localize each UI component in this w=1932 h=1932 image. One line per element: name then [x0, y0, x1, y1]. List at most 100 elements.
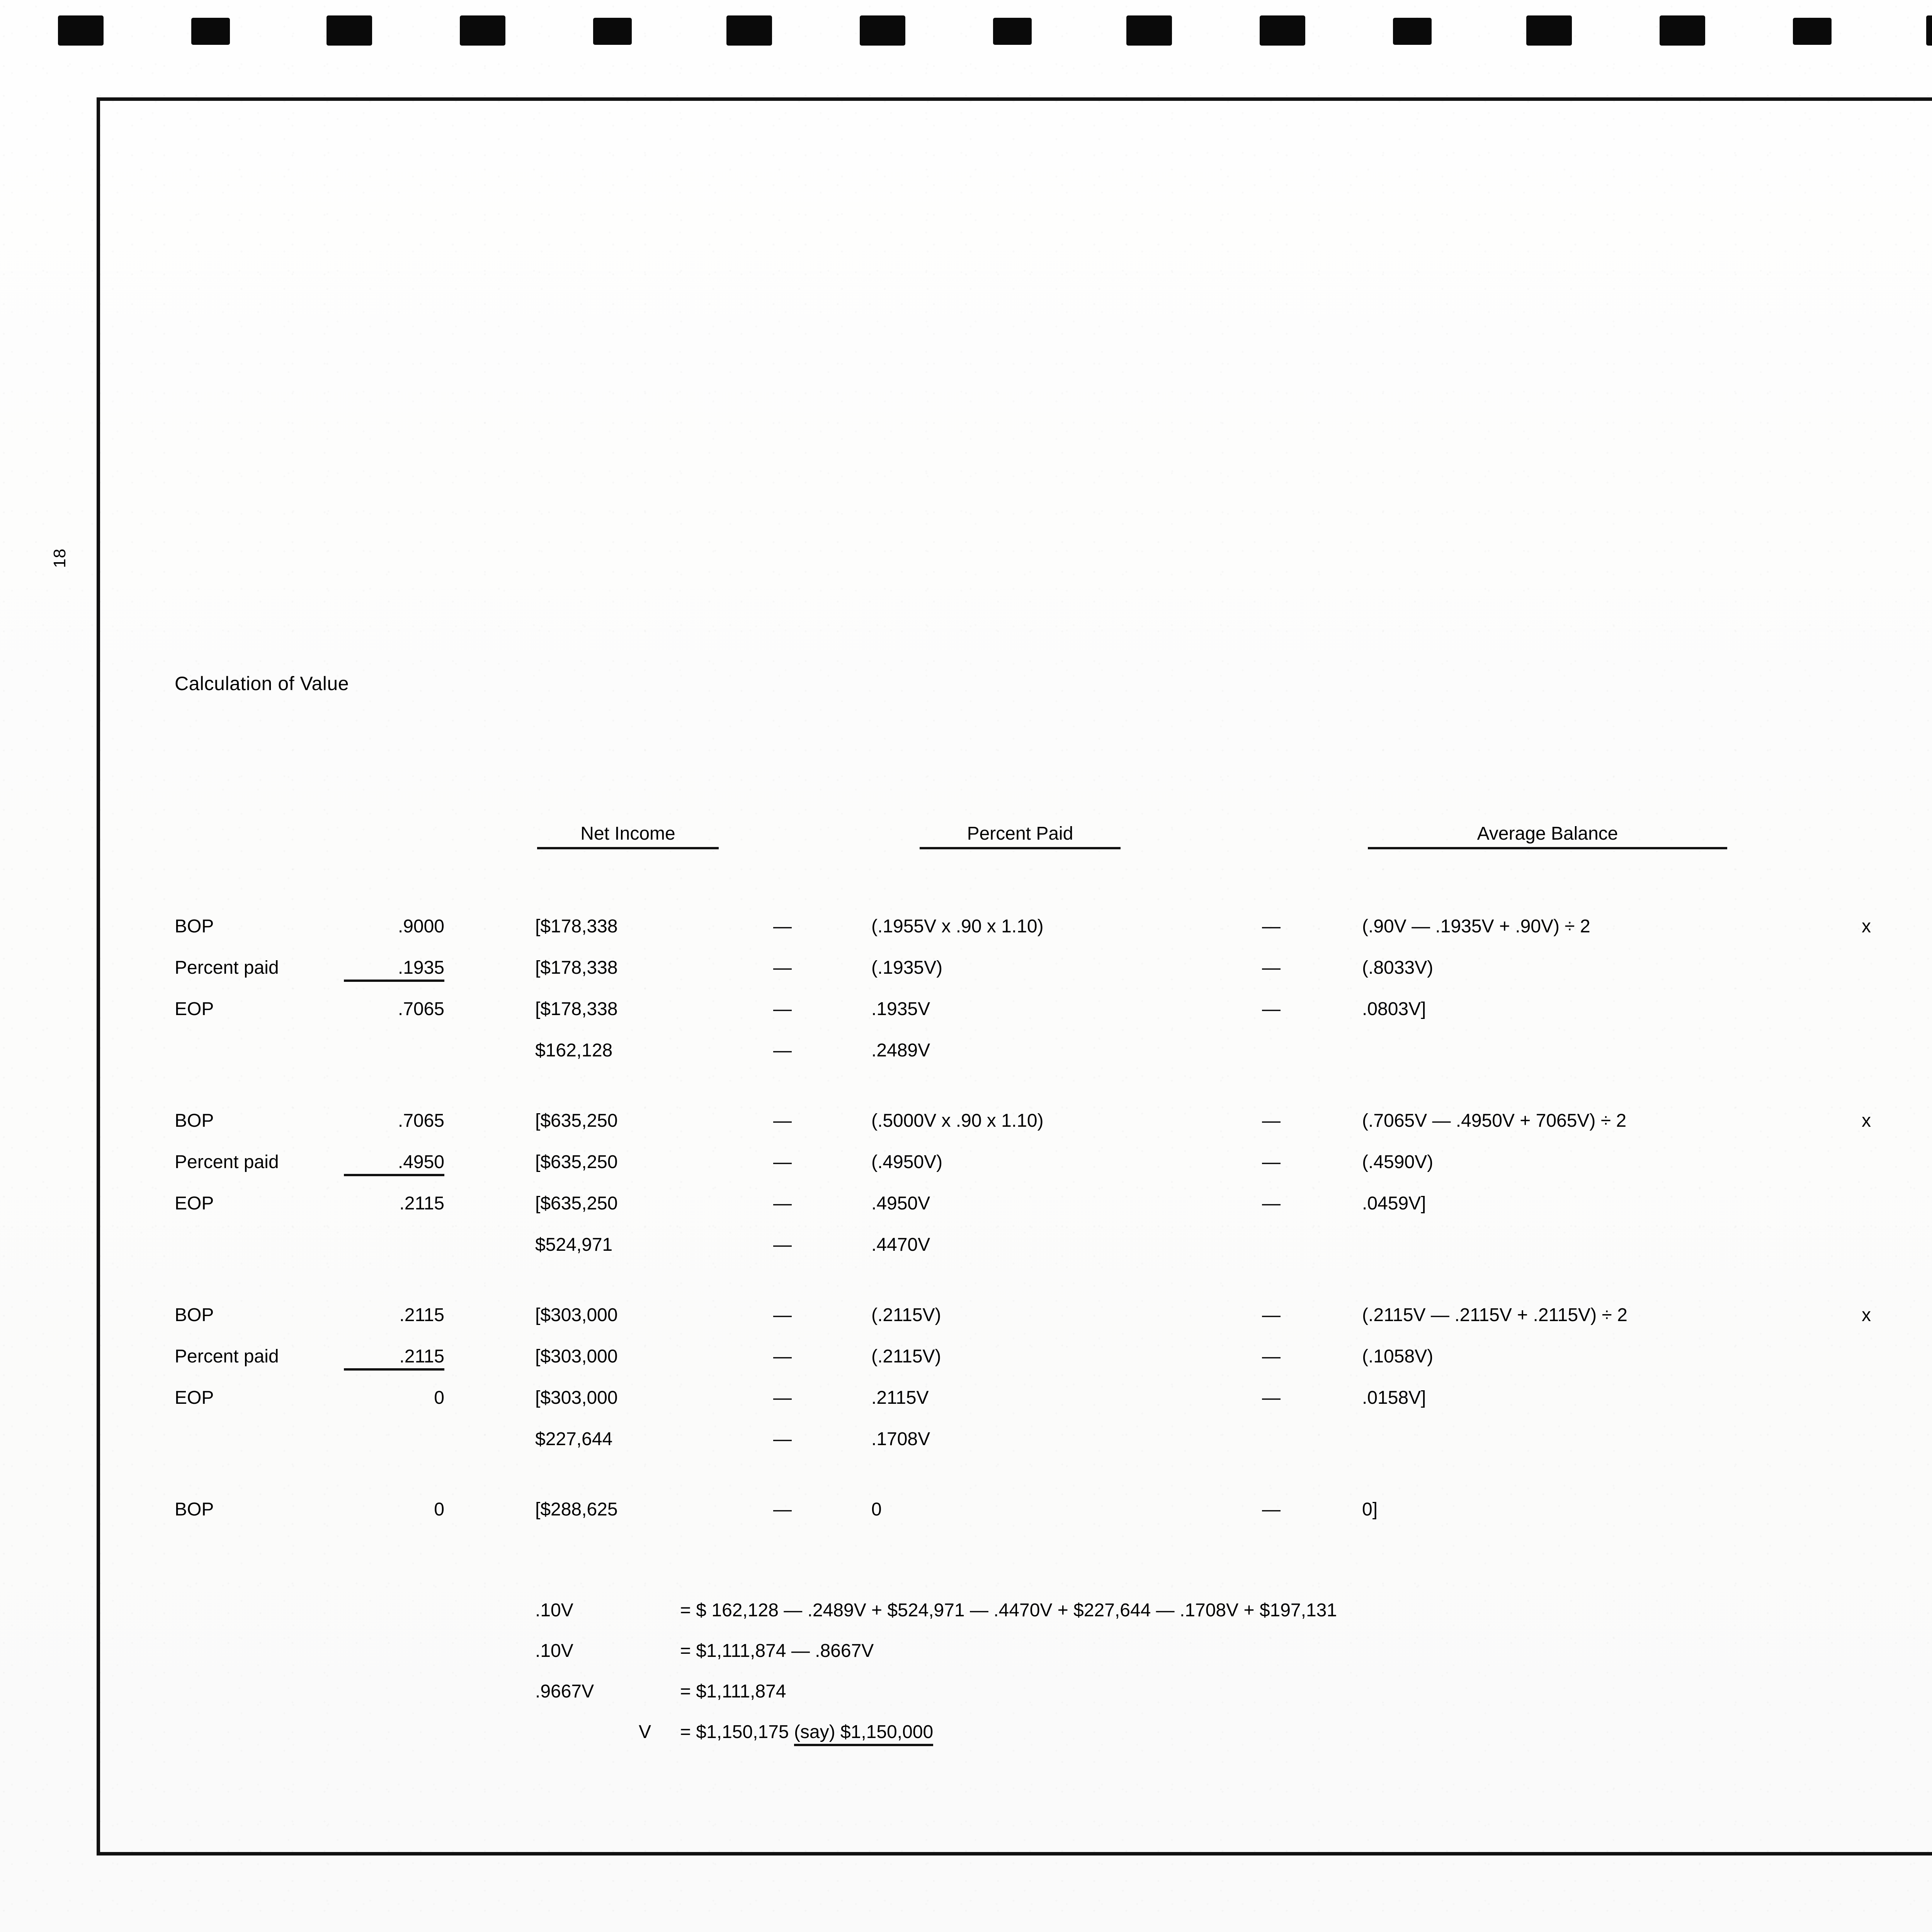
operator-times: x: [1862, 1305, 1871, 1325]
operator-times: x: [1862, 1111, 1871, 1131]
cell-net-income: $524,971: [535, 1235, 613, 1255]
document-border-bottom: [97, 1852, 1932, 1855]
column-header-average-balance: Average Balance: [1368, 823, 1727, 849]
table-row: $227,644 — .1708V: [0, 1429, 1932, 1470]
row-percent-value: .2115: [399, 1193, 444, 1214]
cell-net-income: $227,644: [535, 1429, 613, 1449]
equation-rhs: = $1,111,874: [680, 1681, 786, 1702]
cell-percent-paid: .1935V: [871, 999, 930, 1019]
row-percent-value: 0: [434, 1388, 444, 1408]
operator-minus: —: [773, 1499, 792, 1520]
table-row: Percent paid .1935 [$178,338 — (.1935V) — (.80…: [0, 957, 1932, 998]
row-period-label: BOP: [175, 916, 214, 937]
equation-rounded-value: (say) $1,150,000: [794, 1722, 934, 1746]
operator-minus: —: [1262, 1193, 1281, 1214]
operator-minus: —: [773, 999, 792, 1019]
film-tick-mark: [191, 18, 230, 45]
equation-lhs: .9667V: [535, 1681, 594, 1702]
equation-line: .10V = $1,111,874 — .8667V: [0, 1640, 1932, 1681]
document-border-left: [97, 97, 100, 1855]
operator-minus: —: [1262, 1499, 1281, 1520]
film-tick-mark: [1660, 15, 1705, 46]
film-tick-mark: [1260, 15, 1305, 46]
operator-minus: —: [773, 1235, 792, 1255]
film-tick-mark: [460, 15, 505, 46]
row-percent-value: .4950: [344, 1151, 444, 1176]
operator-minus: —: [773, 1111, 792, 1131]
row-period-label: BOP: [175, 1305, 214, 1325]
cell-average-balance: .0459V]: [1362, 1193, 1426, 1214]
cell-average-balance: (.2115V — .2115V + .2115V) ÷ 2: [1362, 1305, 1628, 1325]
row-percent-value: .7065: [398, 1111, 444, 1131]
table-row: $162,128 — .2489V: [0, 1040, 1932, 1081]
operator-minus: —: [773, 916, 792, 937]
operator-minus: —: [773, 957, 792, 978]
operator-minus: —: [1262, 916, 1281, 937]
row-period-label: EOP: [175, 1388, 214, 1408]
row-percent-value: .1935: [344, 957, 444, 982]
cell-net-income: $162,128: [535, 1040, 613, 1061]
column-header-average-balance-label: Average Balance: [1368, 823, 1727, 849]
operator-minus: —: [1262, 1305, 1281, 1325]
calculation-grid: BOP .9000 [$178,338 — (.1955V x .90 x 1.10) —…: [0, 916, 1932, 1540]
operator-minus: —: [1262, 999, 1281, 1019]
film-tick-mark: [1793, 18, 1832, 45]
film-tick-mark: [726, 15, 772, 46]
cell-percent-paid: .4950V: [871, 1193, 930, 1214]
row-percent-value: 0: [434, 1499, 444, 1520]
film-tick-mark: [993, 18, 1032, 45]
cell-average-balance: .0803V]: [1362, 999, 1426, 1019]
row-period-label: BOP: [175, 1111, 214, 1131]
cell-net-income: [$635,250: [535, 1152, 618, 1172]
equation-rhs: = $1,150,175 (say) $1,150,000: [680, 1721, 934, 1746]
equation-rhs: = $1,111,874 — .8667V: [680, 1641, 874, 1661]
table-row: Percent paid .4950 [$635,250 — (.4950V) — (.45…: [0, 1151, 1932, 1193]
row-percent-value: .2115: [399, 1305, 444, 1325]
cell-average-balance: (.7065V — .4950V + 7065V) ÷ 2: [1362, 1111, 1627, 1131]
film-tick-mark: [1393, 18, 1432, 45]
operator-minus: —: [773, 1040, 792, 1061]
film-tick-mark: [860, 15, 905, 46]
operator-times: x: [1862, 916, 1871, 937]
document-border-top: [97, 97, 1932, 101]
cell-percent-paid: (.2115V): [871, 1305, 941, 1325]
film-tick-mark: [1926, 15, 1932, 46]
row-percent-value: .9000: [398, 916, 444, 937]
table-row: $524,971 — .4470V: [0, 1234, 1932, 1276]
row-period-label: Percent paid: [175, 1152, 279, 1172]
equation-lhs: .10V: [535, 1641, 573, 1661]
cell-net-income: [$178,338: [535, 957, 618, 978]
cell-percent-paid: .4470V: [871, 1235, 930, 1255]
calculation-block: BOP .7065 [$635,250 — (.5000V x .90 x 1.10) —…: [0, 1110, 1932, 1276]
cell-net-income: [$635,250: [535, 1111, 618, 1131]
column-header-net-income-label: Net Income: [537, 823, 719, 849]
cell-net-income: [$178,338: [535, 999, 618, 1019]
column-header-net-income: Net Income: [537, 823, 719, 849]
cell-average-balance: 0]: [1362, 1499, 1378, 1520]
page-title: Calculation of Value: [175, 673, 349, 694]
row-period-label: Percent paid: [175, 957, 279, 978]
film-tick-mark: [1526, 15, 1572, 46]
film-tick-mark: [58, 15, 104, 46]
summary-equations: .10V = $ 162,128 — .2489V + $524,971 — .4…: [0, 1600, 1932, 1762]
cell-average-balance: (.90V — .1935V + .90V) ÷ 2: [1362, 916, 1590, 937]
calculation-block: BOP .9000 [$178,338 — (.1955V x .90 x 1.10) —…: [0, 916, 1932, 1081]
table-row: BOP .2115 [$303,000 — (.2115V) — (.2115V — .21…: [0, 1304, 1932, 1346]
microfilm-frame-markers: [0, 0, 1932, 66]
table-row: Percent paid .2115 [$303,000 — (.2115V) — (.10…: [0, 1346, 1932, 1387]
film-tick-mark: [593, 18, 632, 45]
cell-percent-paid: (.1935V): [871, 957, 943, 978]
operator-minus: —: [1262, 957, 1281, 978]
operator-minus: —: [1262, 1388, 1281, 1408]
cell-net-income: [$178,338: [535, 916, 618, 937]
cell-average-balance: (.8033V): [1362, 957, 1434, 978]
equation-rhs: = $ 162,128 — .2489V + $524,971 — .4470V…: [680, 1600, 1337, 1621]
operator-minus: —: [773, 1346, 792, 1367]
table-row: EOP.2115[$635,250—.4950V—.0459V](.8264): [0, 1193, 1932, 1234]
cell-percent-paid: .2489V: [871, 1040, 930, 1061]
operator-minus: —: [1262, 1152, 1281, 1172]
operator-minus: —: [773, 1429, 792, 1449]
film-tick-mark: [327, 15, 372, 46]
